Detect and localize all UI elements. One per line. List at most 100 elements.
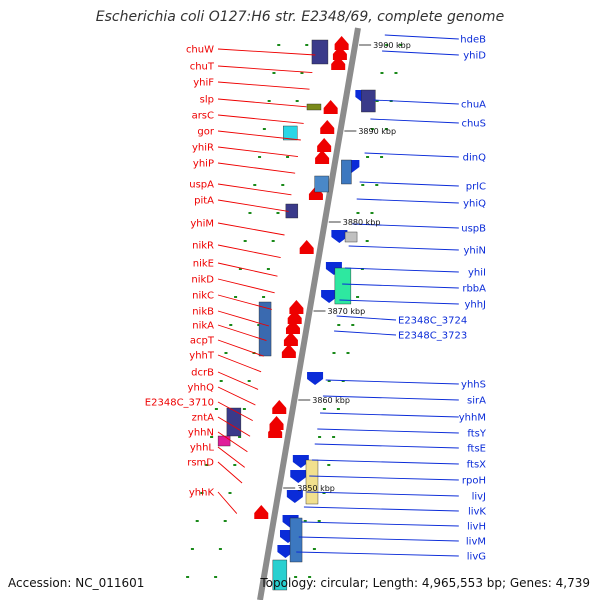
label-leader [344,267,459,273]
label-leader [217,146,299,158]
label-leader [217,183,292,196]
kbp-label: 3900 kbp [373,41,411,50]
label-leader [217,461,243,484]
right-gene-label: rpoH [462,476,486,487]
right-gene-label: livJ [472,492,486,503]
position-tick [243,240,247,242]
kbp-label: 3880 kbp [343,218,381,227]
position-tick [294,576,298,578]
left-gene-label: gor [197,127,214,138]
left-gene-label: chuT [190,62,215,73]
gene-block [305,459,319,505]
label-leader [217,244,281,259]
right-gene-label: ftsY [467,429,486,440]
position-tick [242,408,246,410]
left-gene-label: zntA [192,413,215,424]
position-tick [214,408,218,410]
minus-strand-gene [332,46,347,60]
label-leader [217,386,256,406]
label-leader [217,278,275,294]
position-tick [186,576,190,578]
right-gene-label: hdeB [460,35,486,46]
position-tick [318,436,322,438]
position-tick [281,184,285,186]
minus-strand-gene [283,332,298,346]
gene-block [314,175,329,193]
label-leader [334,330,397,336]
label-leader [217,98,307,108]
gene-block [334,267,352,305]
topology-text: Topology: circular; Length: 4,965,553 bp… [260,576,590,590]
genome-title: Escherichia coli O127:H6 str. E2348/69, … [95,9,505,25]
position-tick [303,520,307,522]
left-gene-label: nikC [192,291,214,302]
label-leader [356,198,459,204]
right-gene-label: ftsX [467,460,486,471]
position-tick [218,548,222,550]
label-leader [311,459,459,465]
left-gene-label: yhiR [192,143,214,154]
label-leader [217,114,304,124]
minus-strand-gene [331,56,346,70]
position-tick [399,44,403,46]
left-gene-label: uspA [189,180,214,191]
right-gene-label: livG [467,552,486,563]
left-gene-label: nikE [193,259,214,270]
left-gene-label: pitA [194,196,214,207]
gene-block [258,301,272,357]
position-tick [219,380,223,382]
position-tick [341,380,345,382]
position-tick [346,352,350,354]
position-tick [238,268,242,270]
label-leader [217,339,264,357]
plus-strand-gene [321,290,338,303]
label-leader [314,443,459,449]
right-gene-label: E2348C_3723 [398,331,467,342]
position-tick [322,492,326,494]
right-gene-label: yhhJ [464,300,486,311]
label-leader [217,199,289,212]
right-gene-label: livM [466,537,486,548]
label-leader [217,310,270,327]
label-leader [217,431,248,453]
label-leader [352,223,459,229]
right-gene-label: yhiQ [463,199,486,210]
gene-block [344,231,358,243]
position-tick [375,100,379,102]
kbp-label: 3890 kbp [358,127,396,136]
left-gene-label: nikA [192,321,214,332]
position-tick [267,100,271,102]
label-leader [298,536,459,542]
right-gene-label: sirA [467,396,486,407]
position-tick [214,576,218,578]
minus-strand-gene [254,505,269,519]
label-leader [373,99,459,105]
position-tick [253,184,257,186]
position-tick [276,212,280,214]
left-gene-label: yhhK [189,488,215,499]
position-tick [361,184,365,186]
gene-block [306,103,322,111]
position-tick [305,44,309,46]
right-gene-label: livH [467,522,486,533]
minus-strand-gene [281,344,296,358]
left-gene-label: yhiM [190,219,214,230]
position-tick [380,72,384,74]
plus-strand-gene [307,372,324,385]
position-tick [337,324,341,326]
position-tick [385,44,389,46]
label-leader [342,283,459,289]
plus-strand-gene [292,455,309,468]
position-tick [248,212,252,214]
label-leader [322,395,459,401]
gene-block [311,39,329,65]
position-tick [234,296,238,298]
label-leader [336,315,397,321]
position-tick [266,268,270,270]
label-leader [217,222,285,236]
position-tick [277,44,281,46]
position-tick [336,408,340,410]
right-gene-label: rbbA [462,284,486,295]
kbp-label: 3870 kbp [328,307,366,316]
position-tick [271,240,275,242]
